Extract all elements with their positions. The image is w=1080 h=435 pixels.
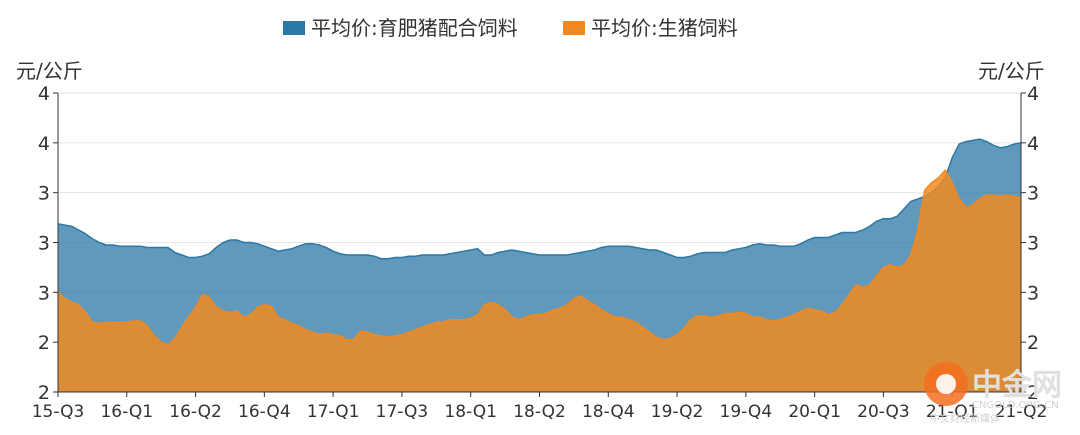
x-tick-label: 18-Q2 [513,402,566,422]
legend-label-series-1: 平均价:育肥猪配合饲料 [311,16,518,40]
y-tick-label-left: 2 [38,332,50,354]
watermark-tagline: 中文财经新媒体 [930,412,1000,425]
legend-label-series-2: 平均价:生猪饲料 [591,16,738,40]
x-tick-label: 21-Q1 [926,402,979,422]
x-tick-label: 20-Q1 [788,402,841,422]
x-tick-label: 17-Q1 [307,402,360,422]
x-tick-label: 16-Q4 [238,402,291,422]
y-tick-label-left: 4 [38,133,50,155]
x-tick-label: 16-Q2 [169,402,222,422]
watermark-logo: 中金网 CNGOLD.ORG.CN 中文财经新媒体 [924,362,1062,425]
left-y-axis-ticks: 2 2 3 3 3 4 4 [38,83,50,404]
y-tick-label-left: 4 [38,83,50,105]
legend: 平均价:育肥猪配合饲料 平均价:生猪饲料 [283,16,738,40]
x-tick-label: 19-Q2 [651,402,704,422]
watermark-brand: 中金网 [972,368,1062,403]
y-tick-label-left: 3 [38,282,50,304]
x-axis-ticks: 15-Q3 16-Q1 16-Q2 16-Q4 17-Q1 17-Q3 18-Q1 18-Q2… [32,402,1048,422]
left-unit-label: 元/公斤 [16,59,83,83]
axes [53,92,1026,397]
watermark-emblem-inner-icon [936,374,956,394]
y-tick-label-left: 3 [38,233,50,255]
y-tick-label-right: 3 [1027,282,1039,304]
y-tick-label-right: 3 [1027,233,1039,255]
y-tick-label-right: 4 [1027,83,1039,105]
area-series-2 [58,170,1021,392]
x-tick-label: 15-Q3 [32,402,85,422]
x-tick-label: 16-Q1 [100,402,153,422]
x-tick-label: 20-Q3 [857,402,910,422]
y-tick-label-right: 2 [1027,382,1039,404]
x-tick-label: 17-Q3 [376,402,429,422]
line-series-2 [57,168,1022,346]
line-series-1 [57,138,1022,260]
watermark-domain: CNGOLD.ORG.CN [972,400,1059,411]
x-tick-label: 18-Q1 [444,402,497,422]
y-tick-label-right: 2 [1027,332,1039,354]
legend-swatch-series-1 [283,21,305,35]
y-tick-label-right: 4 [1027,133,1039,155]
x-tick-label: 21-Q2 [995,402,1048,422]
x-tick-label: 18-Q4 [582,402,635,422]
plot-area [57,138,1022,392]
y-tick-label-left: 2 [38,382,50,404]
legend-swatch-series-2 [563,21,585,35]
y-tick-label-right: 3 [1027,183,1039,205]
right-y-axis-ticks: 2 2 3 3 3 4 4 [1027,83,1039,404]
right-unit-label: 元/公斤 [978,59,1045,83]
y-tick-label-left: 3 [38,183,50,205]
x-tick-label: 19-Q4 [720,402,773,422]
